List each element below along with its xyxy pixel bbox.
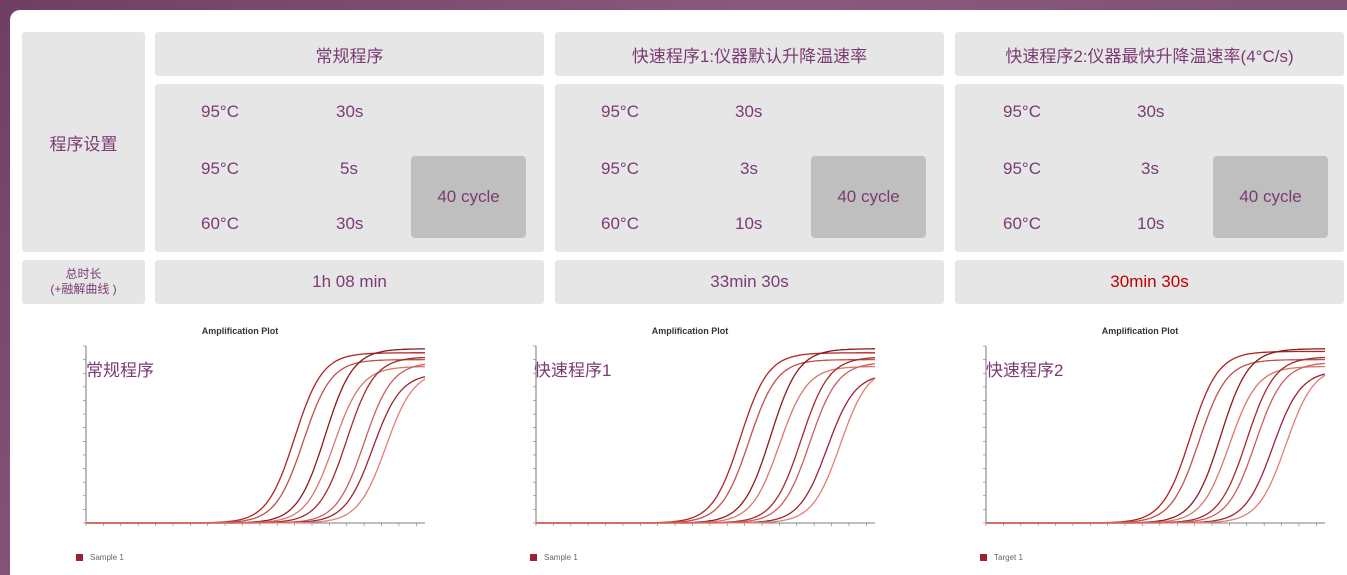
cycle-text: 40 cycle: [437, 187, 500, 206]
temp-1: 95°C: [201, 102, 239, 121]
temp-1: 95°C: [1003, 102, 1041, 121]
header-standard-text: 常规程序: [315, 46, 384, 66]
time-1: 30s: [336, 102, 364, 121]
amplification-curve: [86, 378, 426, 524]
header-fast2-text: 快速程序2:仪器最快升降温速率(4°C/s): [1005, 46, 1294, 66]
total-fast1: 33min 30s: [555, 260, 944, 304]
row-label-total-line2: (+融解曲线 ): [50, 282, 117, 296]
program-fast1: 95°C 30s 95°C 3s 60°C 10s 40 cycle: [555, 84, 944, 252]
temp-2: 95°C: [201, 159, 239, 178]
amplification-curve: [86, 358, 425, 524]
plot-svg: [83, 345, 426, 526]
cycle-box: 40 cycle: [811, 156, 926, 238]
plot-overlay-label: 快速程序1: [534, 361, 612, 380]
total-standard-text: 1h 08 min: [312, 272, 387, 291]
total-fast1-text: 33min 30s: [710, 272, 789, 291]
program-standard: 95°C 30s 95°C 5s 60°C 30s 40 cycle: [155, 84, 544, 252]
total-fast2-text: 30min 30s: [1110, 272, 1189, 291]
temp-2: 95°C: [601, 159, 639, 178]
cycle-box: 40 cycle: [1213, 156, 1328, 238]
plot-legend: Sample 1: [530, 553, 578, 562]
time-3: 10s: [735, 214, 763, 233]
temp-2: 95°C: [1003, 159, 1041, 178]
total-fast2: 30min 30s: [955, 260, 1344, 304]
row-label-program: 程序设置: [22, 32, 145, 252]
amplification-curve: [86, 356, 426, 524]
legend-swatch: [76, 554, 83, 561]
cycle-text: 40 cycle: [837, 187, 900, 206]
plot-title: Amplification Plot: [1101, 326, 1179, 336]
plot-overlay-label: 常规程序: [86, 361, 154, 380]
plot-legend: Sample 1: [76, 553, 124, 562]
time-1: 30s: [1137, 102, 1165, 121]
row-label-total-line1: 总时长: [65, 267, 102, 281]
row-label-total: 总时长 (+融解曲线 ): [22, 260, 145, 304]
time-3: 30s: [336, 214, 364, 233]
amplification-plot-1: Amplification Plot 常规程序 Sample 1: [40, 326, 440, 566]
row-label-program-text: 程序设置: [49, 134, 118, 154]
header-fast1-text: 快速程序1:仪器默认升降温速率: [631, 46, 868, 66]
plot-title: Amplification Plot: [651, 326, 729, 336]
program-fast2: 95°C 30s 95°C 3s 60°C 10s 40 cycle: [955, 84, 1344, 252]
total-standard: 1h 08 min: [155, 260, 544, 304]
header-fast1: 快速程序1:仪器默认升降温速率: [555, 32, 944, 76]
legend-label: Target 1: [994, 553, 1023, 562]
cycle-box: 40 cycle: [411, 156, 526, 238]
temp-3: 60°C: [1003, 214, 1041, 233]
temp-1: 95°C: [601, 102, 639, 121]
temp-3: 60°C: [601, 214, 639, 233]
amplification-curve: [536, 357, 876, 524]
plot-svg: [533, 345, 876, 526]
temp-3: 60°C: [201, 214, 239, 233]
legend-label: Sample 1: [90, 553, 124, 562]
time-2: 3s: [1141, 159, 1159, 178]
plot-overlay-label: 快速程序2: [986, 361, 1064, 380]
time-2: 3s: [740, 159, 758, 178]
time-3: 10s: [1137, 214, 1165, 233]
legend-swatch: [530, 554, 537, 561]
amplification-curve: [986, 356, 1326, 524]
legend-label: Sample 1: [544, 553, 578, 562]
amplification-curve: [86, 376, 426, 524]
amplification-curve: [536, 377, 876, 524]
plot-title: Amplification Plot: [201, 326, 279, 336]
amplification-plot-3: Amplification Plot 快速程序2 Target 1: [940, 326, 1340, 566]
legend-swatch: [980, 554, 987, 561]
header-standard: 常规程序: [155, 32, 544, 76]
time-2: 5s: [340, 159, 358, 178]
amplification-curve: [536, 363, 876, 524]
amplification-curve: [536, 377, 876, 524]
amplification-curve: [536, 365, 875, 524]
header-fast2: 快速程序2:仪器最快升降温速率(4°C/s): [955, 32, 1344, 76]
time-1: 30s: [735, 102, 763, 121]
cycle-text: 40 cycle: [1239, 187, 1302, 206]
plot-svg: [983, 345, 1326, 526]
amplification-curve: [986, 374, 1326, 524]
amplification-plot-2: Amplification Plot 快速程序1 Sample 1: [490, 326, 890, 566]
plot-legend: Target 1: [980, 553, 1023, 562]
